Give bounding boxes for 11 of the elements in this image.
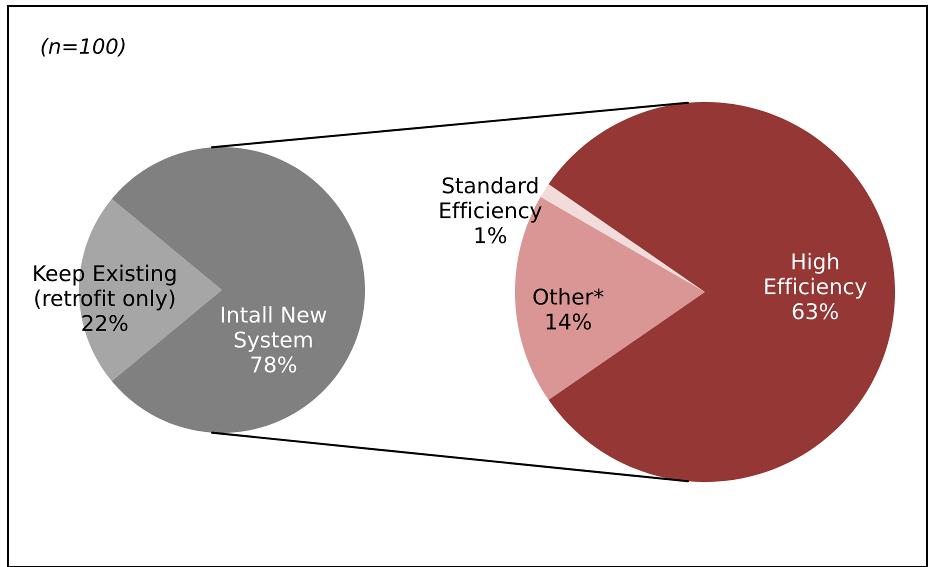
slice-label: Intall New System — [222, 306, 326, 352]
data-label: 14% — [546, 313, 591, 330]
slice-label: High Efficiency — [765, 252, 867, 299]
data-label: 63% — [792, 303, 838, 320]
data-label: 78% — [251, 356, 296, 373]
data-label: 1% — [476, 227, 506, 244]
data-label: 22% — [82, 314, 128, 332]
text: (n=100) — [42, 38, 125, 56]
slice-label: Standard Efficiency — [440, 176, 542, 223]
slice-label: Other* — [533, 288, 604, 305]
slice-label: Keep Existing (retrofit only) — [34, 264, 176, 310]
